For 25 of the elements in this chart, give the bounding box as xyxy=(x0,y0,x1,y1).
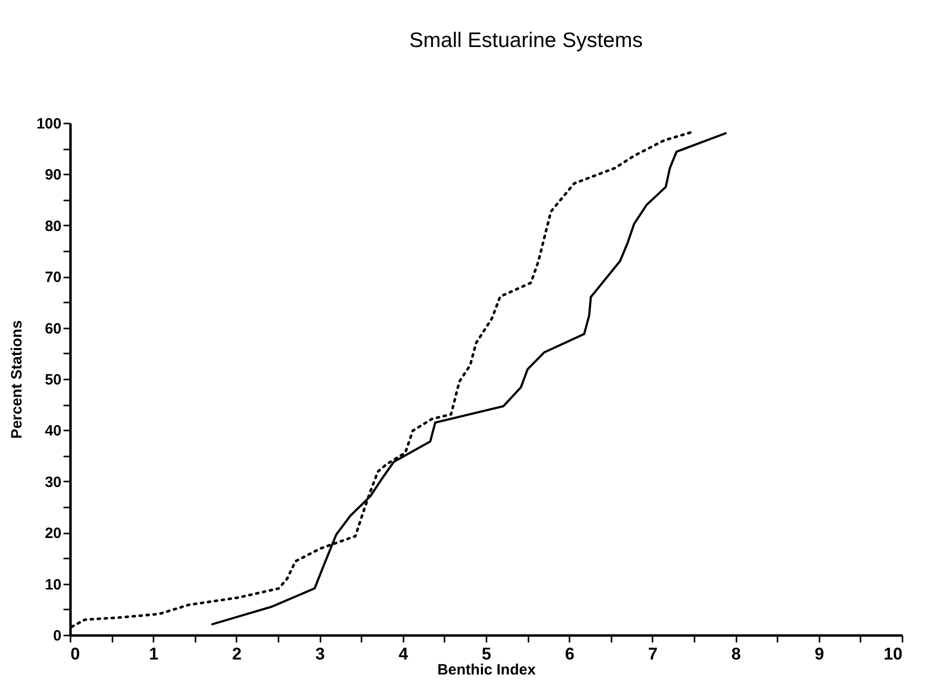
y-tick-label: 0 xyxy=(53,628,62,644)
y-tick-label: 60 xyxy=(44,320,62,338)
x-tick-label: 4 xyxy=(398,644,409,664)
x-tick-label: 10 xyxy=(884,644,902,664)
y-tick-label: 70 xyxy=(44,269,62,286)
chart-title: Small Estuarine Systems xyxy=(409,29,643,52)
x-tick-label: 9 xyxy=(814,644,824,664)
x-tick-label: 1 xyxy=(148,644,158,664)
x-tick-label: 3 xyxy=(315,644,325,664)
y-tick-label: 10 xyxy=(44,576,62,594)
y-tick-label: 20 xyxy=(44,525,62,542)
y-tick-label: 100 xyxy=(36,116,62,132)
x-tick-label: 7 xyxy=(648,644,658,664)
x-tick-label: 5 xyxy=(482,644,492,664)
y-tick-label: 50 xyxy=(44,372,62,388)
y-tick-label: 90 xyxy=(44,166,62,184)
x-tick-label: 2 xyxy=(232,644,242,664)
x-tick-label: 6 xyxy=(564,644,574,664)
x-tick-label: 0 xyxy=(70,644,80,664)
y-axis-title: Percent Stations xyxy=(8,320,26,439)
y-tick-label: 80 xyxy=(44,218,62,235)
y-tick-label: 40 xyxy=(44,422,62,440)
x-axis-title: Benthic Index xyxy=(437,662,536,678)
y-tick-label: 30 xyxy=(44,474,62,491)
x-tick-label: 8 xyxy=(731,644,741,664)
